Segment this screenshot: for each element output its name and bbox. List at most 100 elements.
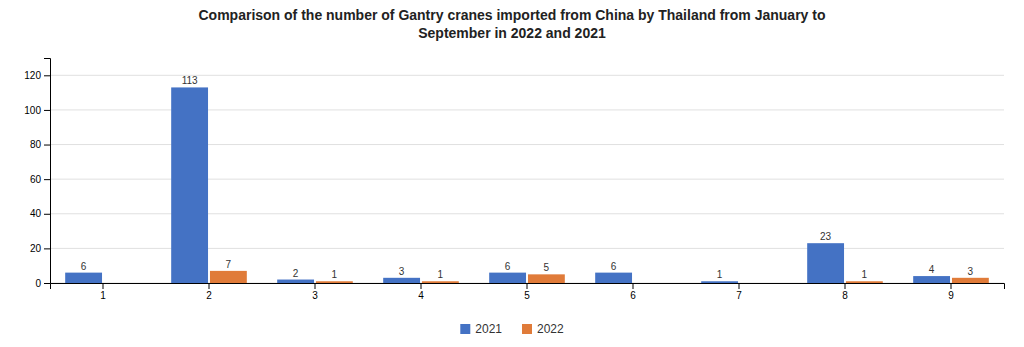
bar — [528, 274, 565, 283]
bar — [422, 281, 459, 283]
data-label: 6 — [81, 261, 87, 272]
legend-swatch — [522, 324, 532, 334]
tick-mark — [633, 283, 634, 289]
tick-mark — [421, 283, 422, 289]
tick: 6 — [630, 283, 636, 301]
data-label: 3 — [968, 266, 974, 277]
legend-swatch — [460, 324, 470, 334]
bar — [65, 273, 102, 283]
bar — [104, 283, 141, 284]
bar — [489, 273, 526, 283]
tick: 9 — [948, 283, 954, 301]
data-label: 23 — [820, 231, 832, 242]
tick-label: 3 — [312, 290, 318, 301]
tick-label: 100 — [24, 105, 41, 116]
data-label: 1 — [332, 269, 338, 280]
tick: 2 — [206, 283, 212, 301]
tick: 80 — [30, 139, 50, 150]
data-label: 1 — [862, 269, 868, 280]
tick-label: 60 — [30, 174, 42, 185]
data-label: 6 — [611, 261, 617, 272]
bar — [210, 271, 247, 283]
tick: 120 — [24, 70, 50, 81]
tick: 8 — [842, 283, 848, 301]
data-label: 6 — [505, 261, 511, 272]
title-line: Comparison of the number of Gantry crane… — [199, 7, 826, 23]
bar — [846, 281, 883, 283]
series — [65, 87, 950, 283]
bars — [65, 87, 989, 283]
legend-label: 2022 — [537, 322, 564, 336]
tick-label: 6 — [630, 290, 636, 301]
tick-label: 0 — [35, 278, 41, 289]
axis-line — [44, 59, 51, 284]
bar — [952, 278, 989, 283]
tick-label: 80 — [30, 139, 42, 150]
tick: 5 — [524, 283, 530, 301]
bar — [701, 281, 738, 283]
data-label: 1 — [438, 269, 444, 280]
tick-label: 7 — [736, 290, 742, 301]
bar — [383, 278, 420, 283]
tick-label: 9 — [948, 290, 954, 301]
tick-mark — [44, 179, 50, 180]
tick-mark — [44, 248, 50, 249]
tick-label: 8 — [842, 290, 848, 301]
bar — [171, 87, 208, 283]
data-label: 3 — [399, 266, 405, 277]
grid — [50, 75, 1004, 283]
tick-mark — [44, 110, 50, 111]
tick-mark — [845, 283, 846, 289]
bar — [595, 273, 632, 283]
tick-mark — [527, 283, 528, 289]
bar — [634, 283, 671, 284]
tick: 40 — [30, 208, 50, 219]
legend-label: 2021 — [475, 322, 502, 336]
axis-line — [51, 284, 1005, 290]
tick-label: 2 — [206, 290, 212, 301]
tick-mark — [739, 283, 740, 289]
data-label: 113 — [182, 75, 198, 86]
bar — [807, 243, 844, 283]
tick: 1 — [100, 283, 106, 301]
tick-label: 4 — [418, 290, 424, 301]
tick-mark — [103, 283, 104, 289]
tick-mark — [209, 283, 210, 289]
bar — [740, 283, 777, 284]
bar — [913, 276, 950, 283]
tick-mark — [315, 283, 316, 289]
title: Comparison of the number of Gantry crane… — [199, 7, 826, 41]
series — [210, 271, 989, 283]
title-line: September in 2022 and 2021 — [418, 25, 606, 41]
data-labels: 611323661234711513 — [81, 75, 974, 280]
legend-item: 2021 — [460, 322, 502, 336]
data-label: 2 — [293, 268, 299, 279]
tick: 7 — [736, 283, 742, 301]
data-label: 7 — [226, 259, 232, 270]
bar — [277, 280, 314, 283]
data-label: 5 — [544, 262, 550, 273]
legend: 2021 2022 — [460, 322, 564, 336]
tick-mark — [44, 75, 50, 76]
bar — [316, 281, 353, 283]
tick-label: 120 — [24, 70, 41, 81]
tick: 0 — [35, 278, 50, 289]
plot: 0204060801001201234567896113236612347115… — [24, 59, 1004, 302]
y-axis: 0 20 40 60 80 100 120 — [24, 59, 50, 289]
tick-mark — [44, 283, 50, 284]
legend-item: 2022 — [522, 322, 564, 336]
tick-label: 40 — [30, 208, 42, 219]
tick: 100 — [24, 105, 50, 116]
data-label: 4 — [929, 264, 935, 275]
tick-label: 1 — [100, 290, 106, 301]
tick-mark — [951, 283, 952, 289]
tick: 3 — [312, 283, 318, 301]
tick: 60 — [30, 174, 50, 185]
tick: 4 — [418, 283, 424, 301]
data-label: 1 — [717, 269, 723, 280]
tick-label: 20 — [30, 243, 42, 254]
tick-label: 5 — [524, 290, 530, 301]
tick: 20 — [30, 243, 50, 254]
chart: Comparison of the number of Gantry crane… — [0, 0, 1024, 347]
tick-mark — [44, 214, 50, 215]
